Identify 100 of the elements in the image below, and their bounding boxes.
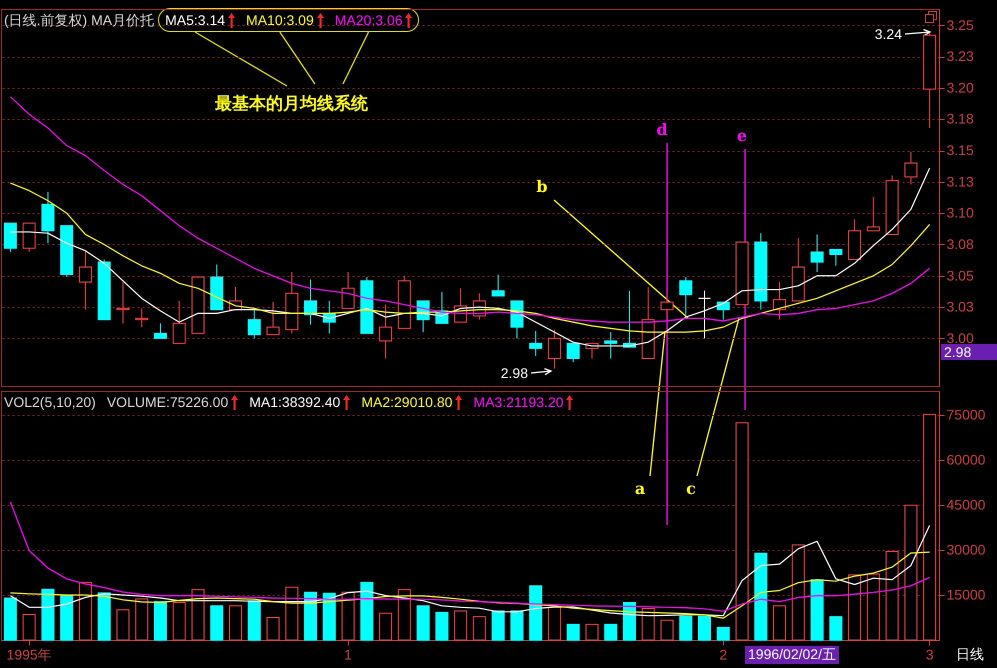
y-tick-label: 3.08 xyxy=(946,236,974,252)
text: MA20:3.06 xyxy=(334,12,402,28)
y-tick-label: 75000 xyxy=(946,406,986,422)
bar xyxy=(810,579,824,640)
candlestick xyxy=(866,196,880,232)
text: MA10:3.09 xyxy=(246,12,314,28)
annotation: d xyxy=(656,120,668,139)
line-series xyxy=(10,524,930,616)
y-tick-label: 3.10 xyxy=(946,204,974,221)
bar xyxy=(548,606,561,640)
candlestick xyxy=(548,329,561,369)
y-tick-label: 3.15 xyxy=(946,142,974,158)
candlestick xyxy=(304,279,318,326)
candlestick xyxy=(679,276,692,316)
annotation: b xyxy=(536,177,548,196)
candlestick xyxy=(492,274,505,296)
bar xyxy=(322,592,336,640)
bar xyxy=(604,624,618,640)
bar xyxy=(886,551,899,640)
candlestick xyxy=(78,250,92,310)
y-tick-label: 45000 xyxy=(946,496,986,512)
annotation: 2.98 xyxy=(500,365,528,381)
bar xyxy=(116,609,130,640)
bar xyxy=(848,574,862,640)
candlestick xyxy=(698,290,711,339)
chart-title: VOL2(5,10,20) xyxy=(4,394,96,410)
candlestick xyxy=(248,309,261,339)
bar xyxy=(492,610,505,640)
y-tick-label: 3.13 xyxy=(946,173,974,190)
y-tick-label: 60000 xyxy=(946,452,986,468)
y-tick-label: 3.03 xyxy=(946,298,974,315)
y-tick-label: 3.20 xyxy=(946,79,974,96)
x-tick-label: 2 xyxy=(719,646,728,662)
bar xyxy=(41,588,54,640)
bar xyxy=(923,414,936,640)
candlestick xyxy=(904,151,918,185)
annotation: a xyxy=(634,479,646,498)
bar xyxy=(304,592,318,640)
text: MA1:38392.40 xyxy=(249,394,340,410)
text: MA2:29010.80 xyxy=(361,394,452,410)
y-tick-label: 30000 xyxy=(946,542,986,558)
bar xyxy=(472,616,486,640)
bar xyxy=(866,574,880,640)
bar xyxy=(904,504,918,640)
y-tick-label: 3.25 xyxy=(946,16,974,33)
text: MA3:21193.20 xyxy=(473,394,564,410)
bar xyxy=(60,594,74,640)
bar xyxy=(660,620,674,640)
candlestick xyxy=(604,332,618,359)
bar xyxy=(566,624,580,640)
bar xyxy=(510,610,524,640)
bar xyxy=(698,616,711,640)
bar xyxy=(360,582,374,640)
bar xyxy=(78,582,92,640)
bar xyxy=(773,605,786,640)
bar xyxy=(416,605,430,640)
bar xyxy=(379,612,392,640)
bar xyxy=(4,598,17,640)
candlestick xyxy=(116,282,130,324)
bar xyxy=(435,612,448,640)
chart-title: (日线.前复权) MA月价托 xyxy=(4,12,154,28)
bar xyxy=(529,585,542,640)
candlestick xyxy=(154,322,167,339)
x-tick-label: 3 xyxy=(926,646,934,662)
bar xyxy=(829,616,842,640)
bar xyxy=(191,589,204,640)
y-tick-label: 3.23 xyxy=(946,48,974,64)
bar xyxy=(266,617,280,640)
y-tick-label: 3.05 xyxy=(946,267,974,284)
bar xyxy=(398,589,411,640)
candlestick xyxy=(266,302,280,336)
bar xyxy=(454,610,468,640)
bar xyxy=(342,592,355,640)
text: 1996/02/02/五 xyxy=(745,646,839,664)
candlestick xyxy=(135,308,148,328)
bar xyxy=(792,544,805,640)
bar xyxy=(248,600,261,640)
line-series xyxy=(10,96,930,323)
y-tick-label: 3.18 xyxy=(946,110,974,127)
bar xyxy=(210,605,224,640)
candlestick xyxy=(529,330,542,356)
text: 日线 xyxy=(956,646,984,664)
annotation: 3.24 xyxy=(874,26,902,42)
bar xyxy=(98,592,111,640)
bar xyxy=(642,608,655,640)
bar xyxy=(172,602,186,640)
chart-subtitle: VOLUME:75226.00 xyxy=(106,394,228,410)
y-tick-label: 3.00 xyxy=(946,330,974,346)
candlestick xyxy=(829,248,842,266)
text: 2.98 xyxy=(941,344,997,360)
candlestick xyxy=(660,294,674,318)
annotation: 最基本的月均线系统 xyxy=(215,93,368,115)
bar xyxy=(716,626,730,640)
text: MA5:3.14 xyxy=(165,12,226,28)
bar xyxy=(754,552,768,640)
bar xyxy=(585,624,598,640)
bar xyxy=(135,598,148,640)
line-series xyxy=(10,552,930,619)
candlestick xyxy=(172,300,186,344)
candlestick xyxy=(379,304,392,359)
